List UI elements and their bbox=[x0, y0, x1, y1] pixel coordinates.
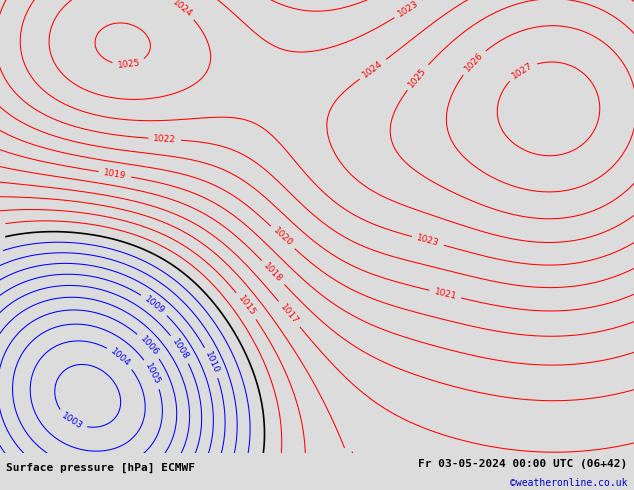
Text: 1021: 1021 bbox=[433, 287, 458, 301]
Text: 1019: 1019 bbox=[103, 168, 127, 181]
Text: 1011: 1011 bbox=[218, 466, 235, 490]
Text: Fr 03-05-2024 00:00 UTC (06+42): Fr 03-05-2024 00:00 UTC (06+42) bbox=[418, 459, 628, 468]
Text: 1026: 1026 bbox=[463, 51, 485, 74]
Text: 1003: 1003 bbox=[60, 411, 84, 431]
Text: 1017: 1017 bbox=[278, 302, 300, 326]
Text: 1015: 1015 bbox=[236, 294, 257, 318]
Text: 1022: 1022 bbox=[153, 134, 176, 145]
Text: 1024: 1024 bbox=[361, 59, 385, 79]
Text: 1023: 1023 bbox=[396, 0, 420, 19]
Text: 1006: 1006 bbox=[138, 334, 160, 358]
Text: 1004: 1004 bbox=[109, 347, 132, 368]
Text: 1016: 1016 bbox=[342, 451, 359, 476]
Text: 1024: 1024 bbox=[171, 0, 193, 19]
Text: 1007: 1007 bbox=[30, 475, 55, 490]
Text: 1009: 1009 bbox=[143, 294, 166, 316]
Text: Surface pressure [hPa] ECMWF: Surface pressure [hPa] ECMWF bbox=[6, 463, 195, 473]
Text: 1010: 1010 bbox=[203, 350, 221, 375]
Text: 1020: 1020 bbox=[271, 226, 294, 248]
Text: 1027: 1027 bbox=[510, 61, 534, 80]
Text: 1025: 1025 bbox=[407, 66, 429, 89]
Text: 1005: 1005 bbox=[143, 362, 162, 386]
Text: 1023: 1023 bbox=[416, 234, 440, 248]
Text: 1014: 1014 bbox=[0, 220, 1, 233]
Text: 1018: 1018 bbox=[262, 261, 284, 284]
Text: 1008: 1008 bbox=[170, 337, 190, 361]
Text: 1025: 1025 bbox=[117, 58, 141, 70]
Text: ©weatheronline.co.uk: ©weatheronline.co.uk bbox=[510, 478, 628, 488]
Text: 1013: 1013 bbox=[0, 233, 2, 249]
Text: 1008: 1008 bbox=[0, 451, 6, 474]
